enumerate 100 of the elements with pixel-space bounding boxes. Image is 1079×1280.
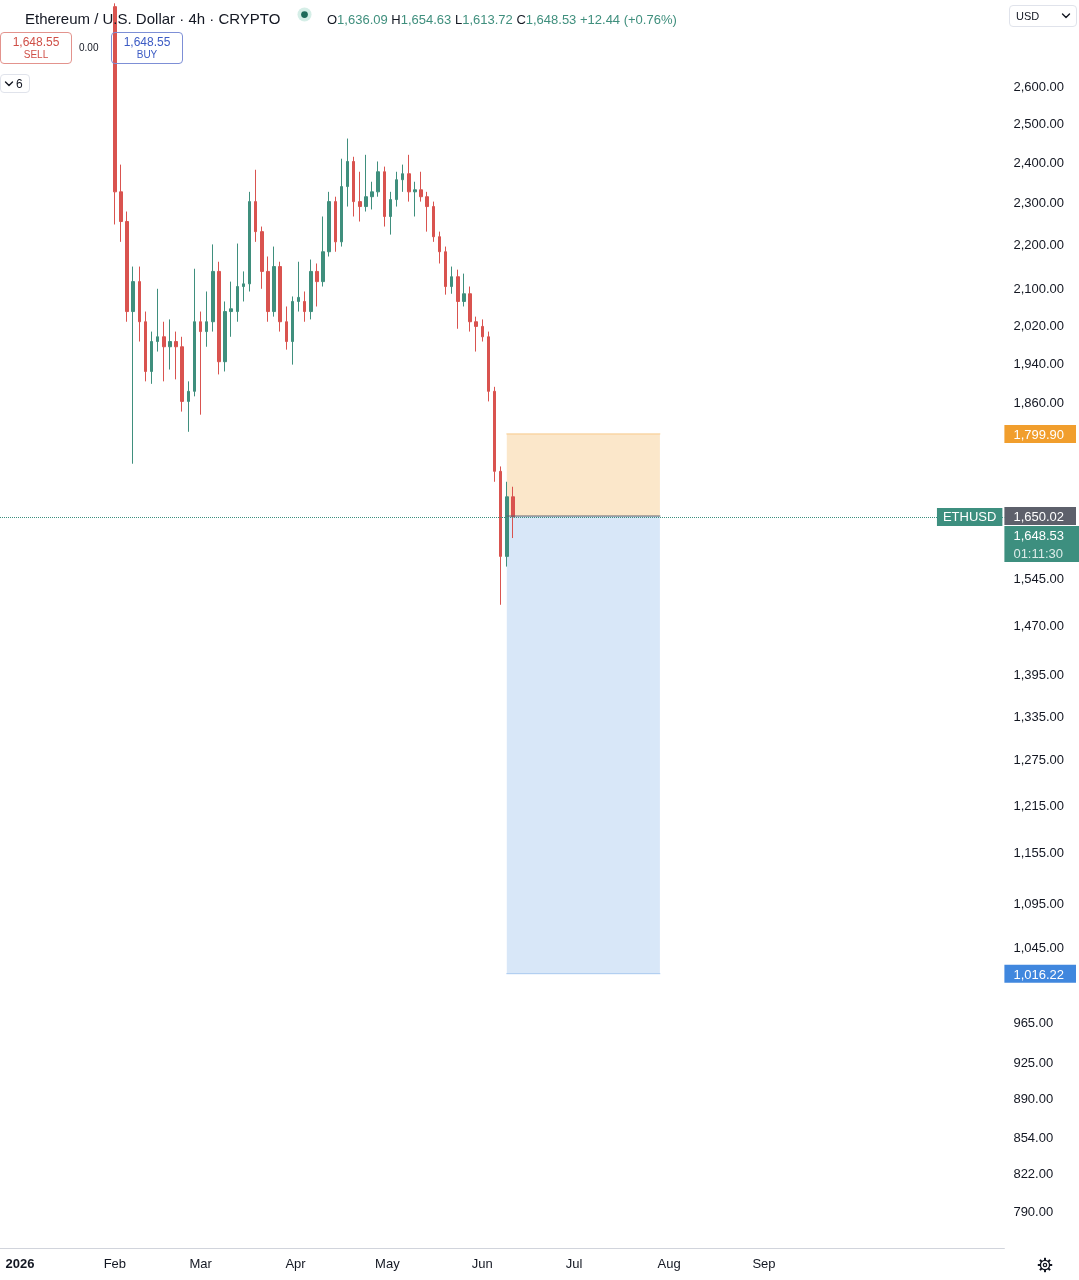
- candlestick: [493, 386, 496, 483]
- y-tick-label: 2,300.00: [1013, 194, 1065, 210]
- candlestick: [407, 154, 411, 203]
- annotation: 0.00: [79, 41, 99, 55]
- x-tick-label: Feb: [103, 1256, 127, 1271]
- candlestick: [272, 246, 276, 318]
- y-tick-label: 1,335.00: [1013, 708, 1065, 724]
- y-tick-label: 1,545.00: [1013, 570, 1065, 586]
- candlestick: [211, 243, 215, 333]
- x-tick-label: May: [375, 1256, 401, 1271]
- x-tick-label: Sep: [752, 1256, 776, 1271]
- y-tick-label: 2,600.00: [1013, 79, 1065, 95]
- y-tick-label: 2,020.00: [1013, 317, 1065, 333]
- x-tick-label: Jul: [565, 1256, 583, 1271]
- candlestick: [370, 181, 374, 210]
- candlestick: [444, 246, 447, 296]
- candlestick: [180, 336, 184, 413]
- y-tick-label: 925.00: [1013, 1054, 1054, 1070]
- ref-line-label: ETHUSD: [942, 509, 997, 525]
- candlestick: [364, 154, 368, 213]
- sell-button: 1,648.55 SELL: [0, 32, 72, 64]
- text: O1,636.09 H1,654.63 L1,613.72 C1,648.53 +12.44 (+0.76%): [327, 12, 677, 27]
- candlestick: [487, 331, 490, 402]
- candlestick: [266, 256, 270, 323]
- buy-button: 1,648.55 BUY: [111, 32, 183, 64]
- candlestick: [450, 266, 453, 295]
- candlestick: [297, 261, 300, 313]
- candlestick: [499, 465, 502, 606]
- y-tick-label: 1,799.90: [1013, 426, 1065, 442]
- candlestick: [327, 191, 331, 258]
- candlestick: [223, 300, 227, 372]
- candlestick: [131, 266, 135, 465]
- candlestick: [413, 181, 417, 218]
- candlestick: [248, 191, 251, 292]
- candlestick: [383, 166, 386, 228]
- y-tick-label: 822.00: [1013, 1166, 1054, 1182]
- candlestick: [242, 270, 245, 302]
- candlestick: [395, 171, 398, 208]
- candlestick: [462, 273, 466, 307]
- candlestick: [425, 191, 429, 233]
- candlestick: [156, 288, 159, 353]
- x-tick-label: Jun: [471, 1256, 493, 1271]
- candlestick: [468, 286, 472, 333]
- candlestick: [432, 201, 435, 243]
- y-tick-label: 890.00: [1013, 1091, 1054, 1107]
- y-tick-label: 2,400.00: [1013, 154, 1065, 170]
- annotation: SELL: [22, 49, 50, 61]
- candlestick: [150, 331, 153, 385]
- candlestick: [358, 171, 362, 223]
- annotation: 6: [16, 76, 23, 91]
- candlestick: [438, 231, 441, 264]
- candlestick: [229, 281, 233, 338]
- candlestick: [309, 259, 313, 320]
- candlestick: [352, 156, 355, 218]
- y-tick-label: 1,016.22: [1013, 966, 1065, 982]
- candlestick: [303, 290, 306, 323]
- candlestick: [205, 290, 208, 348]
- y-tick-label: 1,395.00: [1013, 667, 1065, 683]
- candlestick: [481, 318, 484, 343]
- candlestick: [346, 138, 349, 208]
- y-tick-label: 1,470.00: [1013, 617, 1065, 633]
- candlestick: [254, 169, 257, 243]
- y-tick-label: 1,155.00: [1013, 845, 1065, 861]
- candlestick: [511, 486, 515, 539]
- y-tick-label: 1,860.00: [1013, 395, 1065, 411]
- candlestick: [125, 211, 129, 323]
- x-tick-label: Aug: [657, 1256, 681, 1271]
- candlestick: [456, 269, 460, 330]
- candlestick: [144, 311, 147, 382]
- candlestick: [474, 316, 478, 353]
- y-tick-label: 1,940.00: [1013, 355, 1065, 371]
- candlestick: [217, 261, 221, 375]
- y-tick-label: 1,095.00: [1013, 895, 1065, 911]
- candlestick: [389, 191, 392, 236]
- candlestick: [401, 164, 404, 193]
- toggle-button: 6: [0, 74, 30, 93]
- y-tick-label: 2,500.00: [1013, 116, 1065, 132]
- text: 1,648.53: [1013, 527, 1065, 543]
- annotation: BUY: [135, 49, 159, 61]
- currency-dropdown: USD: [1009, 5, 1077, 27]
- candlestick: [376, 160, 380, 198]
- text: 01:11:30: [1013, 545, 1064, 561]
- annotation: 1,648.55: [11, 35, 61, 49]
- candlestick: [291, 295, 294, 366]
- y-tick-label: 790.00: [1013, 1203, 1054, 1219]
- x-tick-label: Mar: [189, 1256, 213, 1271]
- y-tick-label: 854.00: [1013, 1130, 1054, 1146]
- candlestick: [315, 262, 319, 307]
- candlestick: [340, 158, 343, 248]
- candlestick: [278, 261, 282, 333]
- candlestick: [187, 380, 190, 433]
- candlestick: [321, 216, 325, 288]
- candlestick: [199, 311, 202, 416]
- candlestick: [193, 268, 196, 397]
- y-tick-label: 1,650.02: [1013, 509, 1065, 525]
- candlestick: [168, 318, 172, 371]
- candlestick: [260, 226, 264, 290]
- y-tick-label: 965.00: [1013, 1015, 1054, 1031]
- candlestick: [236, 243, 239, 323]
- y-tick-label: 1,045.00: [1013, 939, 1065, 955]
